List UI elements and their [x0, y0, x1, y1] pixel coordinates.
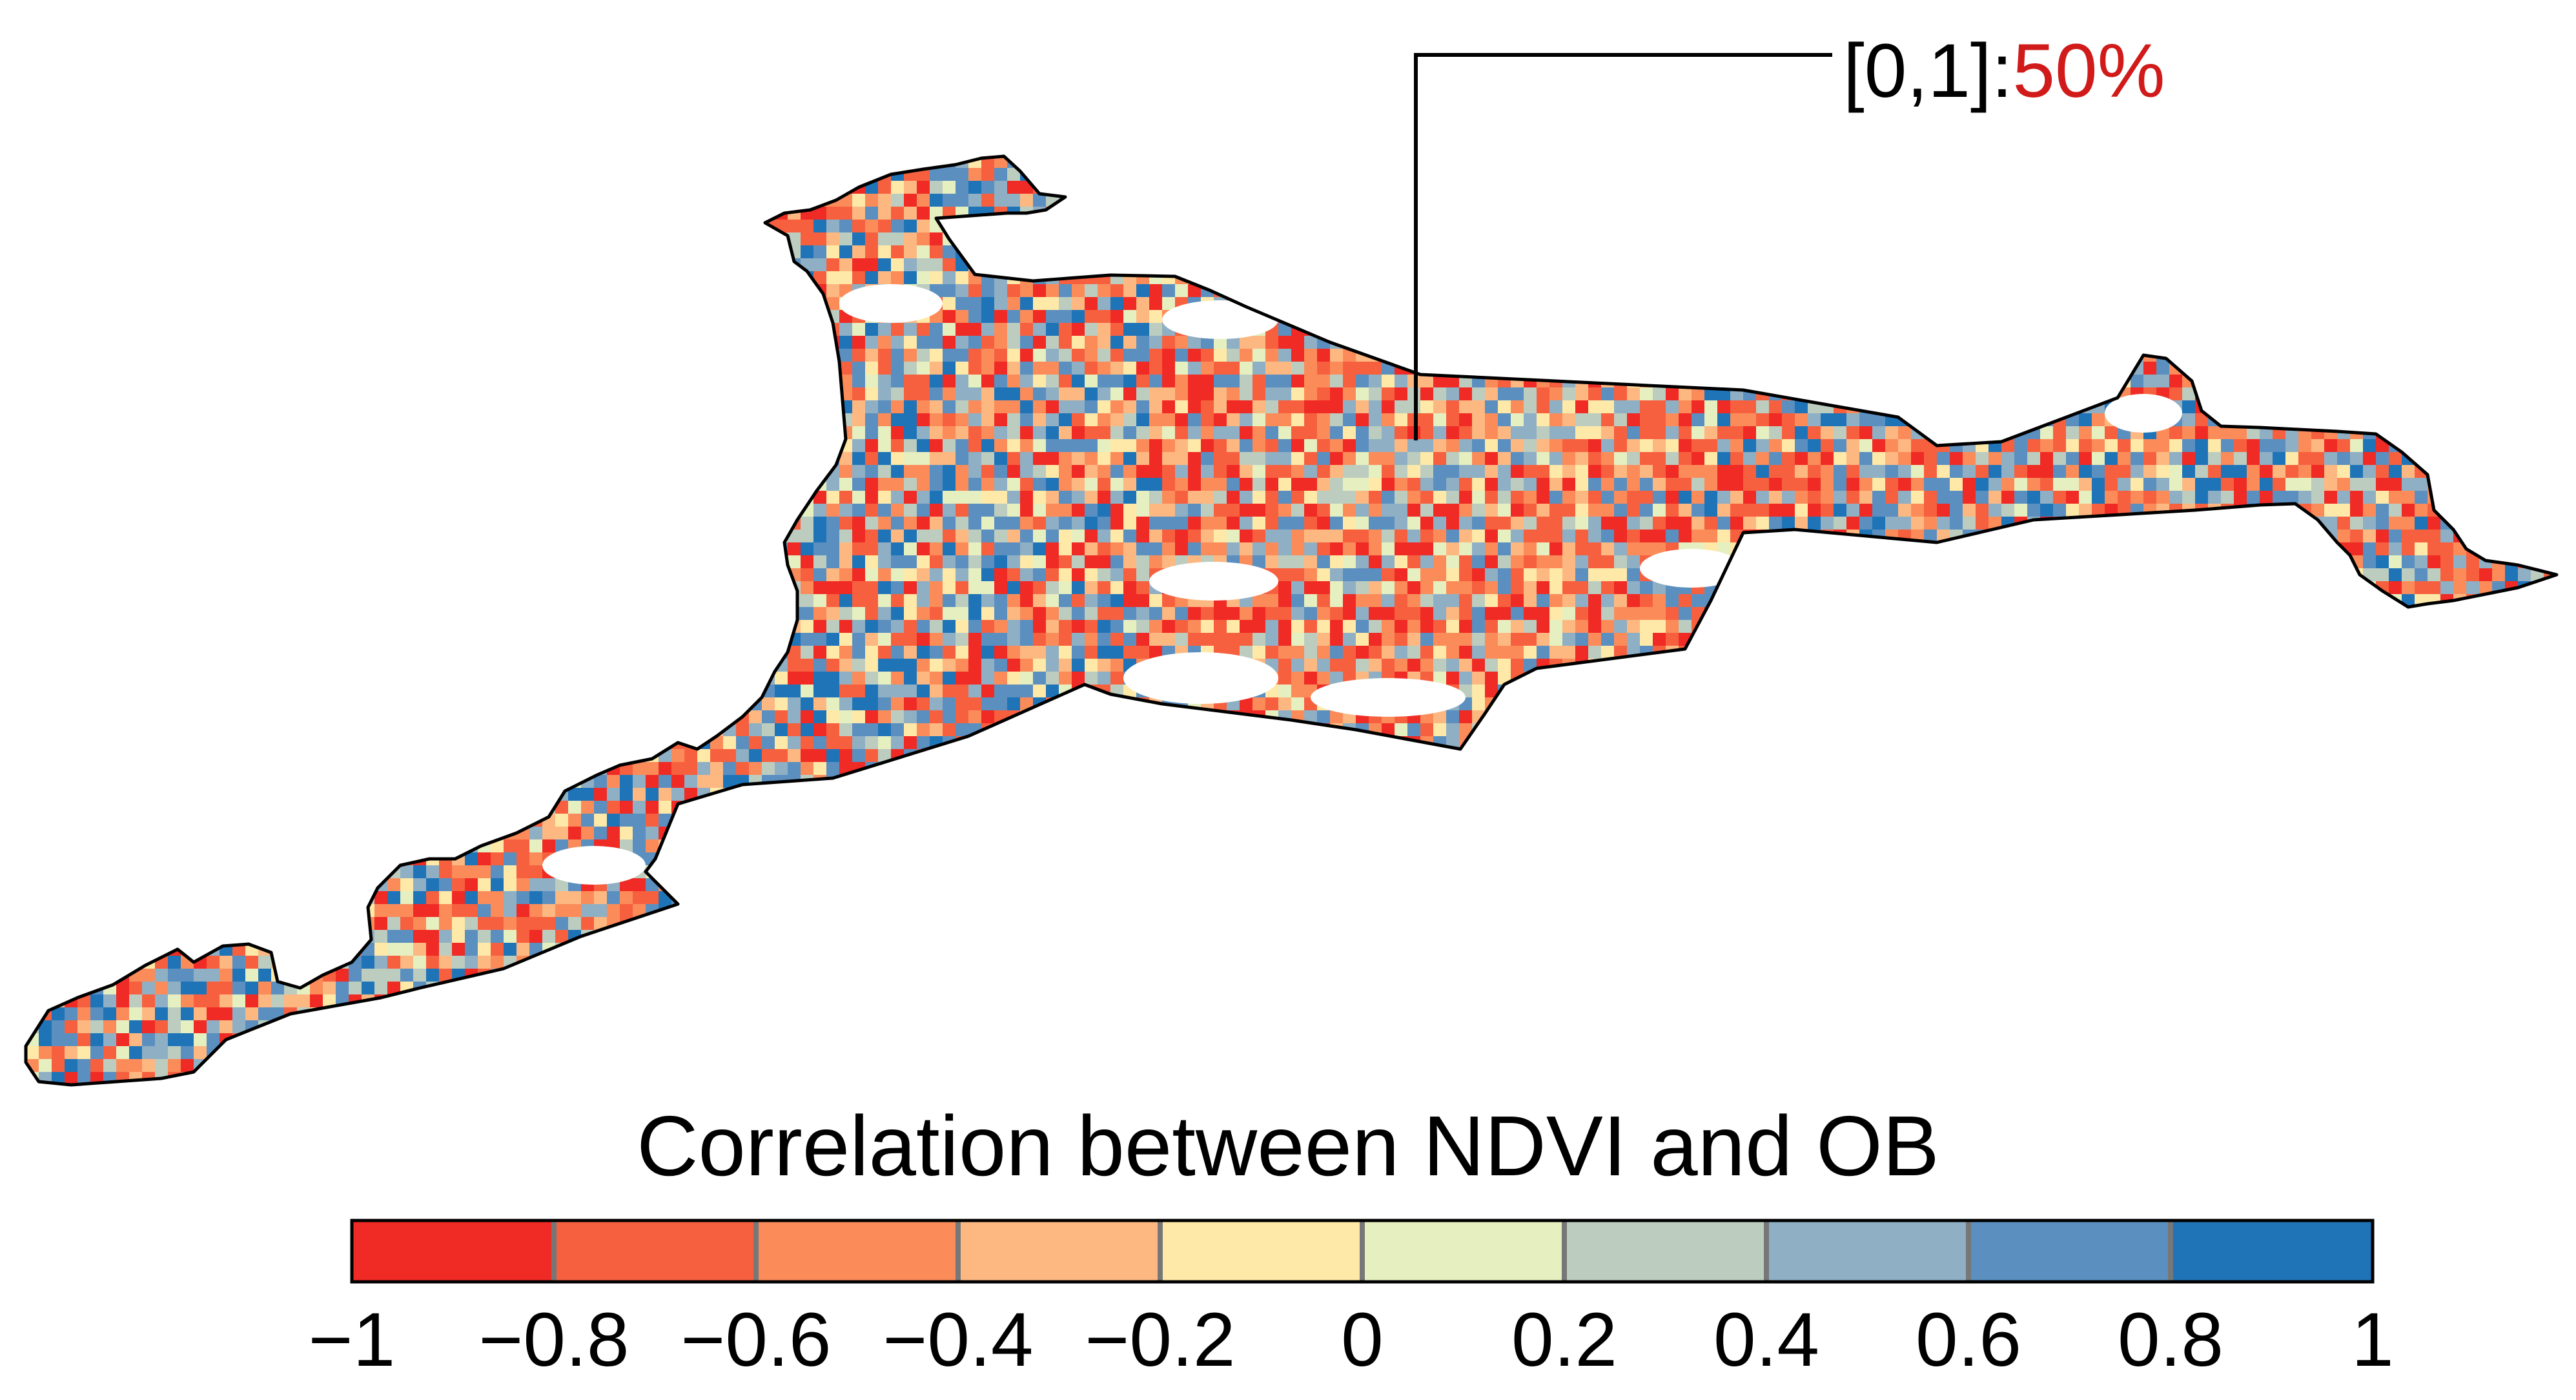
colorbar-tick-label: 0	[1341, 1297, 1384, 1383]
callout-percent: 50%	[2012, 28, 2165, 114]
callout-range-label: [0,1]:	[1843, 28, 2013, 114]
colorbar-tick-label: −0.8	[478, 1297, 629, 1383]
colorbar-segment	[554, 1220, 756, 1282]
colorbar-segment	[352, 1220, 554, 1282]
study-area-boundary	[24, 154, 2559, 1087]
colorbar-segment	[1362, 1220, 1564, 1282]
no-data-gap	[1123, 652, 1278, 704]
no-data-gap	[1311, 678, 1466, 717]
colorbar-segment	[756, 1220, 958, 1282]
colorbar-tick-label: 0.6	[1915, 1297, 2022, 1383]
colorbar-tick-label: −0.2	[1085, 1297, 1236, 1383]
colorbar-tick-label: 1	[2351, 1297, 2394, 1383]
colorbar-tick-label: −1	[308, 1297, 396, 1383]
colorbar-segment	[2171, 1220, 2373, 1282]
callout-label: [0,1]:50%	[1843, 26, 2165, 116]
colorbar-tick-label: 0.8	[2117, 1297, 2224, 1383]
colorbar-segment	[1968, 1220, 2171, 1282]
no-data-gap	[1640, 549, 1743, 588]
colorbar-tick-label: 0.2	[1511, 1297, 1618, 1383]
correlation-raster	[26, 156, 2557, 1085]
no-data-gap	[1149, 562, 1278, 601]
no-data-gap	[839, 284, 943, 323]
colorbar-title: Correlation between NDVI and OB	[637, 1098, 1939, 1193]
colorbar-border	[350, 1219, 2375, 1284]
colorbar-segment	[958, 1220, 1160, 1282]
no-data-gap	[2105, 394, 2182, 433]
colorbar-segment	[1160, 1220, 1362, 1282]
colorbar-segment	[1564, 1220, 1766, 1282]
colorbar-tick-label: −0.6	[680, 1297, 832, 1383]
colorbar-segment	[1766, 1220, 1968, 1282]
colorbar	[350, 1219, 2375, 1284]
callout-leader-line	[1414, 53, 1832, 440]
colorbar-tick-label: 0.4	[1713, 1297, 1820, 1383]
no-data-gap	[542, 846, 646, 885]
no-data-gap	[1162, 300, 1278, 339]
colorbar-tick-label: −0.4	[883, 1297, 1034, 1383]
